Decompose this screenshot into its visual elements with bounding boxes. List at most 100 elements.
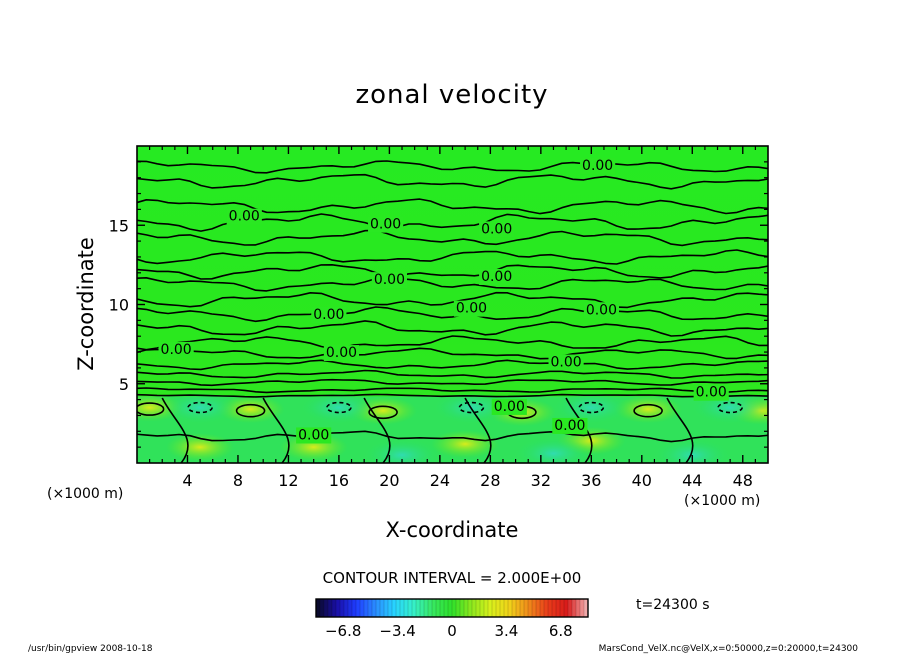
contour-label: 0.00 [491, 398, 527, 415]
x-axis-label: X-coordinate [386, 518, 519, 542]
contour-line [137, 369, 768, 379]
colorbar-cell [364, 599, 369, 617]
contour-label-text: 0.00 [326, 345, 357, 361]
colorbar-frame [315, 598, 589, 618]
contour-line [262, 397, 290, 463]
colorbar-cell [360, 599, 365, 617]
colorbar-cell [424, 599, 429, 617]
contour-label-bg [226, 208, 262, 225]
colorbar-cell [504, 599, 509, 617]
colorbar-tick-label: 0 [447, 622, 457, 640]
colorbar-cell [432, 599, 437, 617]
colorbar-cell [512, 599, 517, 617]
contour-cell [235, 403, 266, 418]
contour-label-bg [323, 345, 360, 362]
contour-label-text: 0.00 [374, 272, 405, 288]
colorbar-cell [436, 599, 441, 617]
contour-label-text: 0.00 [481, 221, 512, 237]
x-tick-label: 36 [581, 471, 601, 490]
contour-label-text: 0.00 [456, 301, 487, 317]
colorbar-cell [576, 599, 581, 617]
colorbar-cell [388, 599, 393, 617]
field-anomalies [137, 391, 768, 463]
contour-label-bg [583, 302, 620, 319]
contour-label-bg [158, 341, 194, 358]
x-tick-label: 40 [632, 471, 652, 490]
contour-label: 0.00 [296, 427, 332, 444]
x-unit-right: (×1000 m) [684, 493, 760, 509]
colorbar-cell [492, 599, 497, 617]
contour-line [363, 397, 391, 463]
colorbar-tick-label: −3.4 [379, 622, 415, 640]
contour-label: 0.00 [583, 302, 620, 319]
contour-line [137, 320, 768, 337]
contour-label-text: 0.00 [554, 418, 585, 434]
colorbar-cell [520, 599, 525, 617]
x-tick-label: 16 [329, 471, 349, 490]
contour-line [137, 378, 768, 387]
colorbar-cell [572, 599, 577, 617]
colorbar-cell [336, 599, 341, 617]
contour-interval: CONTOUR INTERVAL = 2.000E+00 [323, 569, 582, 587]
contour-line [161, 397, 189, 463]
colorbar-cell [368, 599, 373, 617]
colorbar-cell [420, 599, 425, 617]
cool-anomaly [162, 391, 239, 424]
contour-label-text: 0.00 [494, 399, 525, 415]
plot-area: 0.00 0.00 0.00 0.00 0.00 0.00 0.00 0.00 0.00 0.00… [137, 146, 768, 463]
x-unit-left: (×1000 m) [47, 486, 123, 502]
contour-cell [633, 403, 663, 418]
contour-label-text: 0.00 [586, 302, 617, 318]
warm-anomaly [431, 429, 500, 458]
x-tick-label: 28 [480, 471, 500, 490]
colorbar-cell [460, 599, 465, 617]
colorbar-cell [580, 599, 585, 617]
x-tick-label: 20 [379, 471, 399, 490]
footer-left: /usr/bin/gpview 2008-10-18 [28, 644, 153, 654]
contour-line [137, 393, 768, 398]
x-tick-label: 32 [531, 471, 551, 490]
colorbar-cell [396, 599, 401, 617]
colorbar-cell [316, 599, 321, 617]
colorbar-cell [444, 599, 449, 617]
contour-cell [368, 405, 398, 420]
contour-label-bg [371, 272, 407, 289]
contour-label-text: 0.00 [481, 269, 512, 285]
contour-label: 0.00 [226, 208, 262, 225]
footer-right: MarsCond_VelX.nc@VelX,x=0:50000,z=0:2000… [599, 644, 859, 654]
time-label: t=24300 s [636, 597, 710, 613]
colorbar-cell [500, 599, 505, 617]
cool-anomaly [553, 391, 630, 424]
y-tick-label: 10 [109, 296, 129, 315]
contour-label: 0.00 [693, 384, 729, 401]
contour-cell [137, 402, 165, 416]
contour-label: 0.00 [158, 341, 194, 358]
colorbar-cell [476, 599, 481, 617]
contour-label: 0.00 [548, 354, 584, 371]
colorbar-cell [372, 599, 377, 617]
y-tick-label: 15 [109, 216, 129, 235]
negative-contour-cell [458, 401, 485, 414]
x-tick-label: 44 [682, 471, 702, 490]
contour-label: 0.00 [580, 158, 616, 175]
contour-line [464, 397, 492, 463]
contour-label-bg [368, 216, 404, 233]
colorbar-cell [440, 599, 445, 617]
colorbar-cell [428, 599, 433, 617]
contour-label: 0.00 [323, 345, 360, 362]
contour-label-bg [491, 398, 527, 415]
colorbar-cell [340, 599, 345, 617]
contour-line [137, 198, 768, 215]
contour-label: 0.00 [479, 268, 515, 285]
colorbar-cell [452, 599, 457, 617]
colorbar-tick-label: 6.8 [549, 622, 573, 640]
colorbar-cell [392, 599, 397, 617]
contour-line [137, 160, 768, 174]
contour-labels: 0.00 0.00 0.00 0.00 0.00 0.00 0.00 0.00 0.00 0.00… [158, 158, 729, 444]
colorbar-cell [540, 599, 545, 617]
contour-label: 0.00 [453, 300, 490, 317]
colorbar-cell [400, 599, 405, 617]
colorbar-cell [536, 599, 541, 617]
